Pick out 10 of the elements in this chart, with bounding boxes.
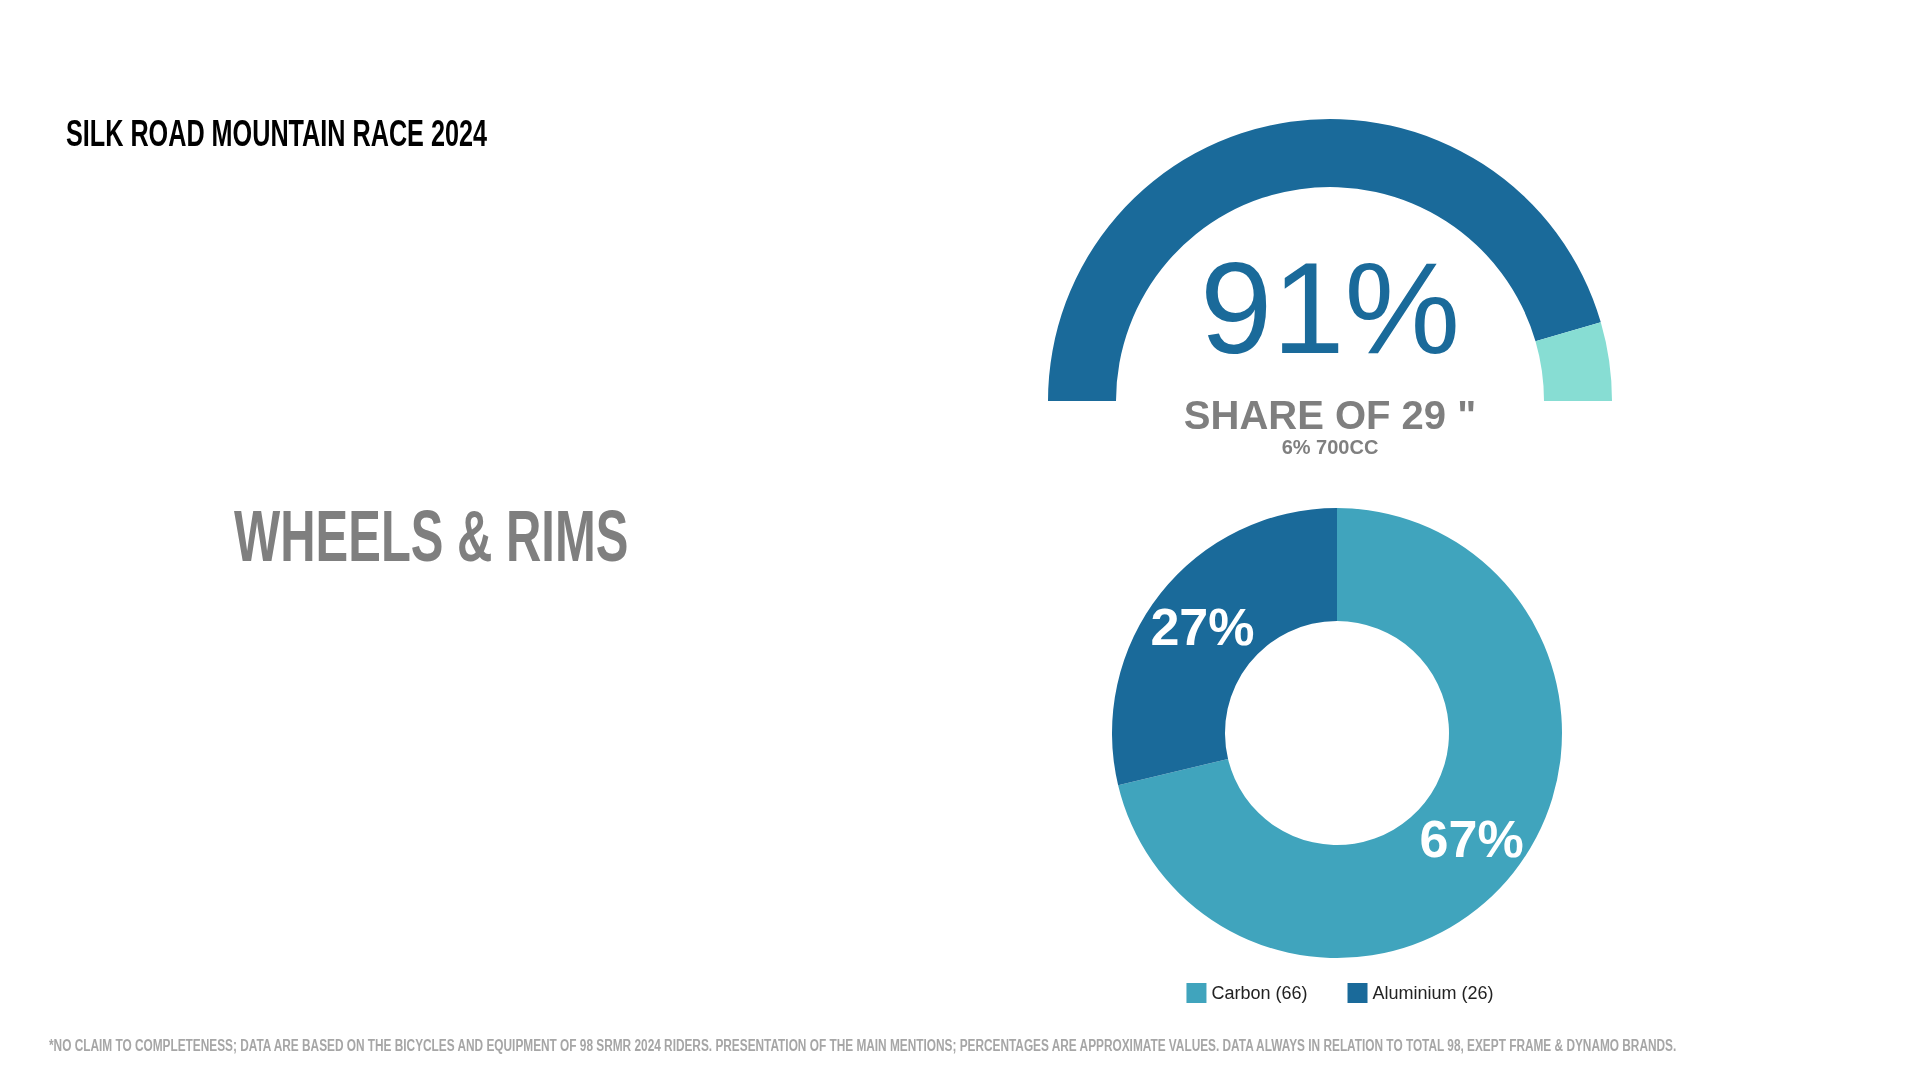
text: SILK ROAD MOUNTAIN RACE 2024 (66, 113, 487, 154)
legend-label: Carbon (66) (1211, 983, 1308, 1003)
text: 6% 700CC (1281, 436, 1379, 458)
text: *NO CLAIM TO COMPLETENESS; DATA ARE BASED ON THE BICYCLES AND EQUIPMENT OF 98 SRMR 2024 RIDERS. PRESENTATION OF THE MAIN MENTIONS; PERCENTAGES ARE APPROXIMATE VALUES. DATA ALWAYS IN RELATION TO TOTAL 98, EXEPT FRAME & DYNAMO BRANDS. (49, 1037, 1677, 1054)
data-label: 91% (1199, 235, 1461, 381)
data-label: 67% (1419, 810, 1524, 869)
text: WHEELS & RIMS (234, 496, 629, 576)
data-label: 27% (1150, 597, 1255, 656)
text: SHARE OF 29 " (1183, 393, 1477, 437)
legend-label: Aluminium (26) (1372, 983, 1494, 1003)
